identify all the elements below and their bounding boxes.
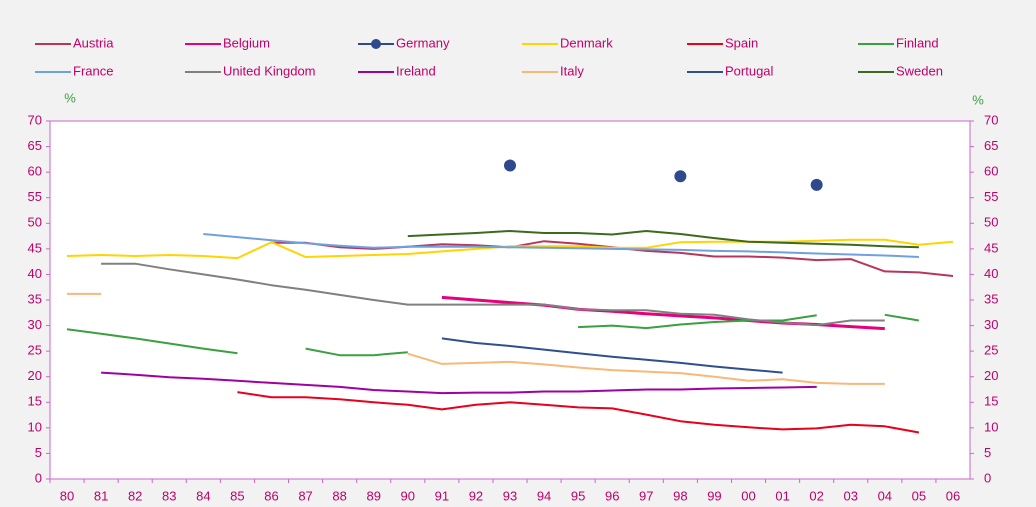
series-line: [203, 233, 919, 258]
y2-tick-label: 10: [984, 419, 998, 434]
x-tick-label: 82: [128, 488, 142, 503]
y-tick-label: 20: [28, 368, 42, 383]
y-tick-label: 15: [28, 394, 42, 409]
x-tick-label: 95: [571, 488, 585, 503]
x-tick-label: 06: [946, 488, 960, 503]
series-line: [101, 371, 817, 395]
x-tick-label: 90: [401, 488, 415, 503]
y-tick-label: 0: [35, 470, 42, 485]
series-line: [441, 337, 783, 374]
legend-label: Belgium: [223, 35, 270, 50]
y-tick-label: 10: [28, 419, 42, 434]
legend-label: Portugal: [725, 63, 774, 78]
y2-tick-label: 60: [984, 164, 998, 179]
x-tick-label: 02: [809, 488, 823, 503]
series-marker: [504, 159, 516, 172]
y2-tick-label: 45: [984, 240, 998, 255]
y-tick-label: 50: [28, 215, 42, 230]
y-tick-label: 5: [35, 445, 42, 460]
x-tick-label: 05: [912, 488, 926, 503]
y2-tick-label: 70: [984, 112, 998, 127]
x-tick-label: 86: [264, 488, 278, 503]
legend-label: United Kingdom: [223, 63, 316, 78]
y2-tick-label: 15: [984, 394, 998, 409]
y2-tick-label: 0: [984, 470, 991, 485]
x-tick-label: 03: [844, 488, 858, 503]
plot-area: [49, 120, 971, 480]
series-marker: [674, 170, 687, 183]
y-tick-label: 55: [28, 189, 42, 204]
y2-tick-label: 35: [984, 291, 998, 306]
legend-label: Austria: [73, 35, 114, 50]
x-tick-label: 89: [366, 488, 380, 503]
series-marker: [810, 178, 823, 191]
y-tick-label: 70: [28, 112, 42, 127]
x-tick-label: 91: [435, 488, 449, 503]
legend-label: Denmark: [560, 35, 613, 50]
y2-tick-label: 65: [984, 138, 998, 153]
x-tick-label: 92: [469, 488, 483, 503]
x-tick-label: 83: [162, 488, 176, 503]
x-tick-label: 01: [775, 488, 789, 503]
series-line: [67, 292, 885, 385]
x-tick-label: 98: [673, 488, 687, 503]
series-line: [407, 230, 919, 249]
series-line: [237, 391, 920, 434]
x-tick-label: 84: [196, 488, 210, 503]
x-tick-label: 04: [878, 488, 892, 503]
y2-axis-label: %: [972, 92, 984, 107]
x-tick-label: 99: [707, 488, 721, 503]
x-tick-label: 80: [60, 488, 74, 503]
y-tick-label: 30: [28, 317, 42, 332]
y-tick-label: 65: [28, 138, 42, 153]
x-tick-label: 97: [639, 488, 653, 503]
y-tick-label: 45: [28, 240, 42, 255]
y-tick-label: 40: [28, 266, 42, 281]
legend-label: Finland: [896, 35, 939, 50]
series-line: [66, 313, 920, 357]
y-axis-label: %: [64, 90, 76, 105]
legend-label: France: [73, 63, 113, 78]
y-tick-label: 35: [28, 291, 42, 306]
x-tick-label: 00: [741, 488, 755, 503]
x-tick-label: 85: [230, 488, 244, 503]
legend-label: Sweden: [896, 63, 943, 78]
y2-tick-label: 40: [984, 266, 998, 281]
y2-tick-label: 25: [984, 343, 998, 358]
x-tick-label: 88: [332, 488, 346, 503]
series-line: [101, 262, 885, 327]
y-tick-label: 25: [28, 343, 42, 358]
y2-tick-label: 55: [984, 189, 998, 204]
legend-label: Italy: [560, 63, 584, 78]
legend-marker: [371, 39, 381, 49]
x-tick-label: 81: [94, 488, 108, 503]
y2-tick-label: 30: [984, 317, 998, 332]
x-tick-label: 94: [537, 488, 551, 503]
y2-tick-label: 50: [984, 215, 998, 230]
legend-label: Ireland: [396, 63, 436, 78]
y2-tick-label: 5: [984, 445, 991, 460]
y-tick-label: 60: [28, 164, 42, 179]
y2-tick-label: 20: [984, 368, 998, 383]
x-tick-label: 87: [298, 488, 312, 503]
legend-label: Germany: [396, 35, 450, 50]
x-tick-label: 93: [503, 488, 517, 503]
x-tick-label: 96: [605, 488, 619, 503]
legend-label: Spain: [725, 35, 758, 50]
